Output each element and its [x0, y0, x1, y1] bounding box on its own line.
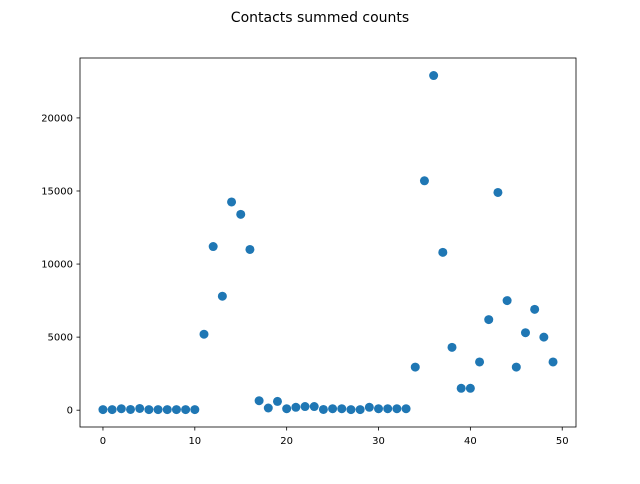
x-tick-label: 20 [280, 436, 293, 447]
data-point [364, 402, 374, 412]
x-tick-label: 30 [372, 436, 385, 447]
axes: 0 10 20 30 40 50 0 5000 10000 15000 20000 [41, 57, 577, 447]
data-point [456, 383, 466, 393]
data-point [199, 329, 209, 339]
data-point [530, 304, 540, 314]
data-point [254, 396, 264, 406]
data-point [419, 176, 429, 186]
data-point [392, 404, 402, 414]
data-point [291, 402, 301, 412]
data-point [511, 362, 521, 372]
data-point [539, 332, 549, 342]
data-point [245, 244, 255, 254]
data-point [346, 405, 356, 415]
data-point [318, 404, 328, 414]
x-tick-label: 50 [556, 436, 569, 447]
data-point [493, 187, 503, 197]
plot-frame [79, 57, 577, 428]
data-point [153, 405, 163, 415]
data-point [465, 383, 475, 393]
data-point [107, 405, 117, 415]
data-point [217, 291, 227, 301]
data-point [208, 242, 218, 252]
data-point [475, 357, 485, 367]
data-point [374, 404, 384, 414]
data-point [410, 362, 420, 372]
data-point [300, 402, 310, 412]
data-point [282, 404, 292, 414]
data-point [116, 404, 126, 414]
data-point [272, 396, 282, 406]
data-point [162, 405, 172, 415]
data-point [502, 296, 512, 306]
data-point [328, 404, 338, 414]
data-point [263, 403, 273, 413]
data-point [309, 402, 319, 412]
data-point [401, 404, 411, 414]
data-points [98, 71, 558, 415]
data-point [429, 71, 439, 81]
data-point [438, 247, 448, 257]
data-point [171, 405, 181, 415]
y-tick-label: 0 [67, 406, 73, 417]
data-point [337, 404, 347, 414]
x-tick-label: 10 [188, 436, 201, 447]
chart-title: Contacts summed counts [231, 10, 409, 26]
y-tick-label: 20000 [41, 113, 73, 124]
y-tick-label: 15000 [41, 186, 73, 197]
data-point [548, 357, 558, 367]
y-tick-label: 5000 [48, 333, 73, 344]
data-point [135, 403, 145, 413]
data-point [236, 209, 246, 219]
data-point [144, 405, 154, 415]
data-point [126, 404, 136, 414]
data-point [181, 405, 191, 415]
data-point [190, 405, 200, 415]
data-point [520, 328, 530, 338]
x-tick-label: 40 [464, 436, 477, 447]
y-tick-label: 10000 [41, 260, 73, 271]
data-point [447, 342, 457, 352]
data-point [355, 405, 365, 415]
data-point [383, 404, 393, 414]
data-point [227, 197, 237, 207]
x-tick-label: 0 [100, 436, 106, 447]
data-point [484, 315, 494, 325]
data-point [98, 405, 108, 415]
